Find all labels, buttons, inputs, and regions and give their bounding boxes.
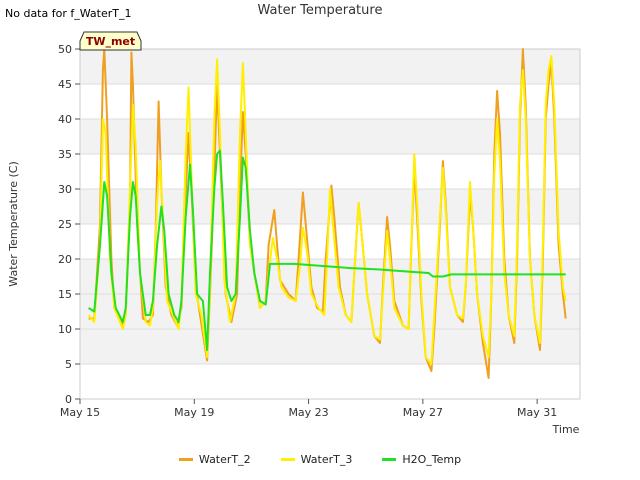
x-tick-label: May 15 — [60, 406, 100, 419]
y-tick-label: 45 — [58, 78, 72, 91]
chart-title: Water Temperature — [257, 3, 383, 18]
series-line-h2o-temp — [88, 149, 566, 351]
y-tick-label: 50 — [58, 43, 72, 56]
background-band — [80, 119, 580, 154]
y-tick-label: 25 — [58, 218, 72, 231]
background-band — [80, 329, 580, 364]
x-axis-label: Time — [552, 423, 580, 436]
y-tick-label: 40 — [58, 113, 72, 126]
y-tick-label: 20 — [58, 253, 72, 266]
legend-item-h2o-temp: H2O_Temp — [382, 453, 461, 466]
y-tick-label: 30 — [58, 183, 72, 196]
series-line-watert-3 — [87, 55, 567, 365]
legend-item-watert-3: WaterT_3 — [280, 453, 353, 466]
y-tick-label: 15 — [58, 288, 72, 301]
legend-swatch — [280, 458, 295, 461]
y-tick-label: 0 — [65, 393, 72, 406]
y-tick-label: 35 — [58, 148, 72, 161]
y-tick-label: 10 — [58, 323, 72, 336]
x-tick-label: May 27 — [403, 406, 443, 419]
background-band — [80, 259, 580, 294]
legend-label: WaterT_2 — [198, 453, 251, 466]
legend-label: H2O_Temp — [402, 453, 462, 466]
legend-swatch — [382, 458, 397, 461]
legend-item-watert-2: WaterT_2 — [178, 453, 251, 466]
x-tick-label: May 19 — [174, 406, 214, 419]
badge-shape — [79, 31, 142, 51]
no-data-message: No data for f_WaterT_1 — [5, 7, 132, 20]
series-lines — [87, 48, 567, 379]
y-tick-label: 5 — [65, 358, 72, 371]
background-band — [80, 294, 580, 329]
legend-swatch — [178, 458, 193, 461]
y-axis-ticks: 0 5 10 15 20 25 30 35 40 45 50 — [58, 43, 80, 406]
x-axis-ticks: May 15 May 19 May 23 May 27 May 31 — [60, 399, 557, 419]
legend: WaterT_2 WaterT_3 H2O_Temp — [0, 453, 640, 466]
background-band — [80, 49, 580, 84]
x-tick-label: May 31 — [517, 406, 557, 419]
badge-label: TW_met — [86, 35, 135, 48]
legend-label: WaterT_3 — [300, 453, 353, 466]
tw-met-badge: TW_met — [79, 31, 142, 51]
x-tick-label: May 23 — [288, 406, 328, 419]
y-axis-label: Water Temperature (C) — [7, 161, 20, 286]
